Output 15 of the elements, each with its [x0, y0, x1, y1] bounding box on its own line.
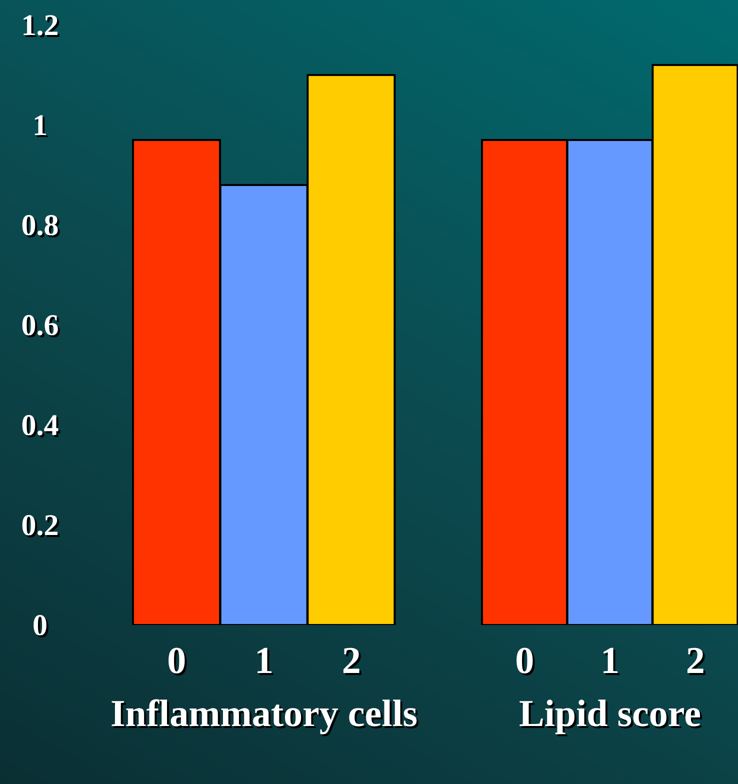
x-tick-label: 2: [342, 640, 361, 682]
x-tick-label: 2: [686, 640, 705, 682]
y-tick-label: 0.6: [21, 309, 59, 342]
y-tick-label: 0.2: [21, 509, 59, 542]
y-tick-label: 0.4: [21, 409, 59, 442]
y-tick-label: 0.8: [21, 209, 59, 242]
y-tick-label: 1: [32, 109, 48, 142]
y-tick-label: 0: [32, 609, 48, 642]
x-tick-label: 0: [515, 640, 534, 682]
y-tick-label: 1.2: [21, 9, 59, 42]
x-axis-title: Lipid score: [518, 692, 702, 736]
x-axis-title: Inflammatory cells: [109, 692, 419, 736]
x-tick-label: 0: [167, 640, 186, 682]
x-tick-label: 1: [254, 640, 274, 682]
x-tick-label: 1: [600, 640, 620, 682]
